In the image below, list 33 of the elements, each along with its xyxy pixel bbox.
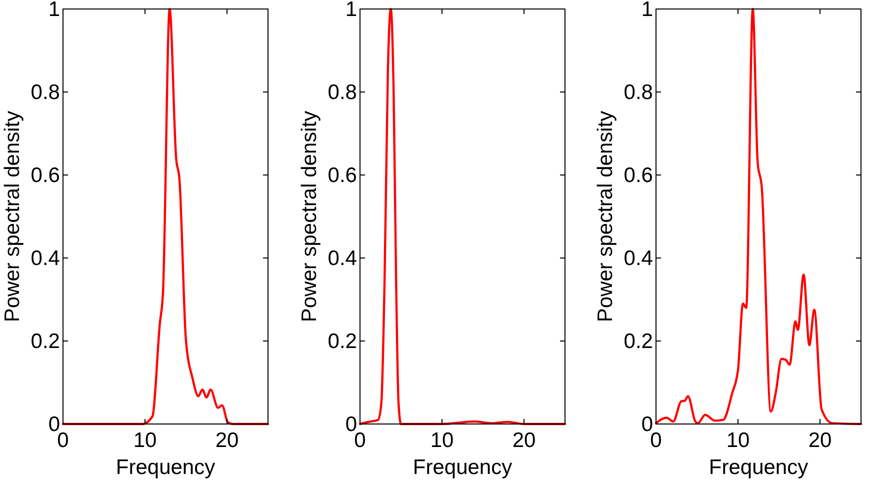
y-tick-label: 0.2 bbox=[30, 330, 60, 353]
line-series bbox=[62, 8, 270, 426]
y-axis-title: Power spectral density bbox=[1, 110, 24, 322]
y-tick-label: 0 bbox=[48, 413, 60, 436]
y-axis-title: Power spectral density bbox=[594, 110, 617, 322]
y-axis-title: Power spectral density bbox=[298, 110, 321, 322]
line-series bbox=[358, 8, 566, 426]
x-tick-label: 20 bbox=[808, 429, 832, 452]
y-tick-label: 0.4 bbox=[328, 247, 358, 270]
y-tick-label: 0 bbox=[641, 413, 653, 436]
y-tick-label: 0.6 bbox=[30, 164, 60, 187]
y-tick-label: 0.6 bbox=[624, 164, 653, 187]
y-tick-label: 0.8 bbox=[30, 81, 60, 104]
y-tick-label: 0.4 bbox=[624, 247, 654, 270]
x-tick-label: 10 bbox=[133, 429, 157, 452]
x-tick-label: 10 bbox=[726, 429, 750, 452]
x-tick-label: 20 bbox=[512, 429, 536, 452]
x-axis-title: Frequency bbox=[708, 456, 809, 479]
x-axis-title: Frequency bbox=[412, 456, 513, 479]
y-tick-label: 0 bbox=[345, 413, 357, 436]
x-tick-label: 20 bbox=[215, 429, 239, 452]
y-tick-label: 0.8 bbox=[328, 81, 357, 104]
line-series bbox=[654, 8, 862, 426]
y-tick-label: 1 bbox=[345, 0, 357, 21]
x-axis-title: Frequency bbox=[116, 456, 216, 479]
y-tick-label: 0.6 bbox=[328, 164, 357, 187]
y-tick-label: 1 bbox=[48, 0, 60, 21]
x-tick-label: 10 bbox=[430, 429, 454, 452]
y-tick-label: 0.8 bbox=[624, 81, 653, 104]
y-tick-label: 0.2 bbox=[624, 330, 653, 353]
y-tick-label: 1 bbox=[641, 0, 653, 21]
y-tick-label: 0.2 bbox=[328, 330, 357, 353]
y-tick-label: 0.4 bbox=[30, 247, 60, 270]
